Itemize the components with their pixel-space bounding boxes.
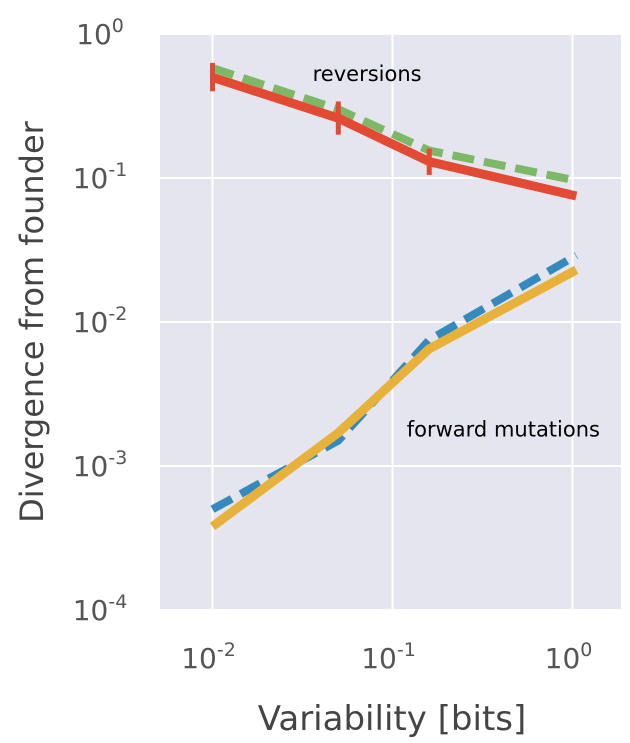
y-axis-label: Divergence from founder [13,120,51,523]
y-tick-label: 10-4 [73,591,128,627]
series-line-rev_solid [211,73,578,201]
series-layer [209,62,579,531]
x-tick-label: 10-1 [361,639,416,675]
tick-labels: 10-2 10-1 100 100 10-1 10-2 10-3 10-4 [73,15,593,675]
grid [160,33,621,611]
y-tick-label: 10-2 [73,303,128,339]
series-line-fwd_solid [209,265,579,531]
annotation-reversions: reversions [313,62,422,86]
annotations: reversions forward mutations [313,62,600,441]
annotation-forward: forward mutations [407,418,600,442]
y-tick-label: 10-1 [73,159,128,195]
x-tick-label: 100 [545,639,593,675]
x-axis-label: Variability [bits] [258,699,527,739]
series-line-rev_dashed [211,64,578,185]
x-tick-label: 10-2 [181,639,236,675]
y-tick-label: 10-3 [73,447,128,483]
y-tick-label: 100 [76,15,124,51]
